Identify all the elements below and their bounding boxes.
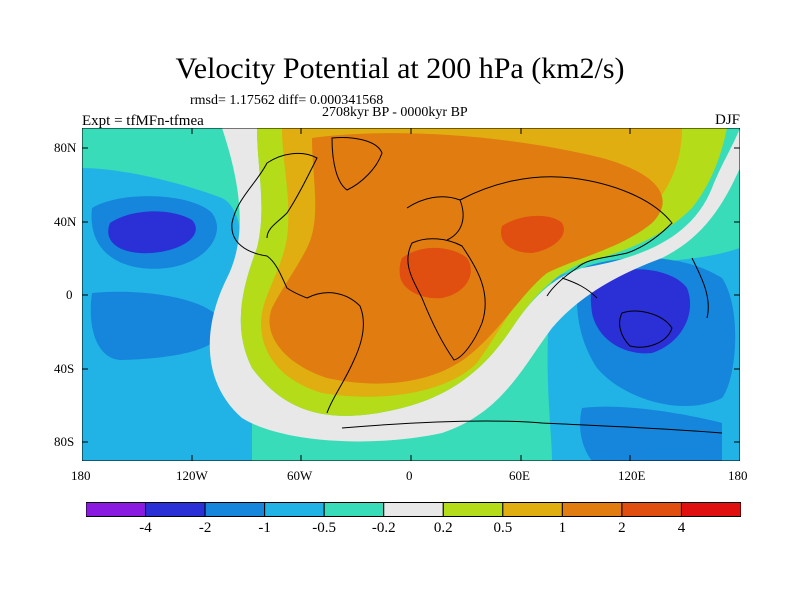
lat-tick-label: 80S [54, 434, 75, 449]
figure-title: Velocity Potential at 200 hPa (km2/s) [175, 52, 625, 85]
colorbar [86, 502, 741, 517]
season-label: DJF [714, 112, 740, 128]
lat-tick-label: 40N [54, 214, 77, 229]
filled-contours [82, 128, 740, 461]
lon-tick-label: 60W [287, 468, 313, 483]
lon-tick-label: 60E [509, 468, 530, 483]
colorbar-tick-label: 4 [677, 520, 686, 536]
period-line: 2708kyr BP - 0000kyr BP [322, 105, 468, 120]
lat-tick-label: 40S [54, 361, 75, 376]
lon-tick-label: 120W [176, 468, 208, 483]
colorbar-box [502, 502, 563, 517]
stats-line: rmsd= 1.17562 diff= 0.000341568 [190, 93, 384, 108]
colorbar-box [323, 502, 385, 517]
colorbar-box [680, 502, 741, 517]
lat-tick-label: 80N [54, 140, 77, 155]
colorbar-box [204, 502, 266, 517]
colorbar-tick-label: 0.5 [493, 520, 513, 536]
colorbar-box [383, 502, 444, 517]
lon-tick-label: 180 [71, 468, 91, 483]
colorbar-box [621, 502, 682, 517]
colorbar-tick-label: 0.2 [433, 520, 453, 536]
tick-marks [82, 128, 740, 461]
colorbar-tick-label: 1 [558, 520, 567, 536]
coastlines [231, 137, 723, 434]
colorbar-tick-label: 2 [618, 520, 626, 536]
colorbar-tick-label: -4 [139, 520, 152, 536]
colorbar-tick-label: -0.2 [371, 520, 396, 536]
colorbar-tick-label: -1 [258, 520, 271, 536]
colorbar-box [442, 502, 504, 517]
lon-tick-label: 120E [618, 468, 646, 483]
colorbar-tick-label: -0.5 [312, 520, 337, 536]
colorbar-box [86, 502, 147, 517]
colorbar-box [264, 502, 325, 517]
lon-tick-label: 0 [406, 468, 413, 483]
colorbar-boxes [86, 502, 741, 517]
colorbar-tick-label: -2 [198, 520, 212, 536]
colorbar-box [145, 502, 206, 517]
lon-tick-label: 180 [728, 468, 748, 483]
velocity-potential-map [82, 128, 740, 461]
experiment-label: Expt = tfMFn-tfmea [82, 113, 204, 129]
colorbar-box [561, 502, 623, 517]
lat-tick-label: 0 [66, 287, 73, 302]
